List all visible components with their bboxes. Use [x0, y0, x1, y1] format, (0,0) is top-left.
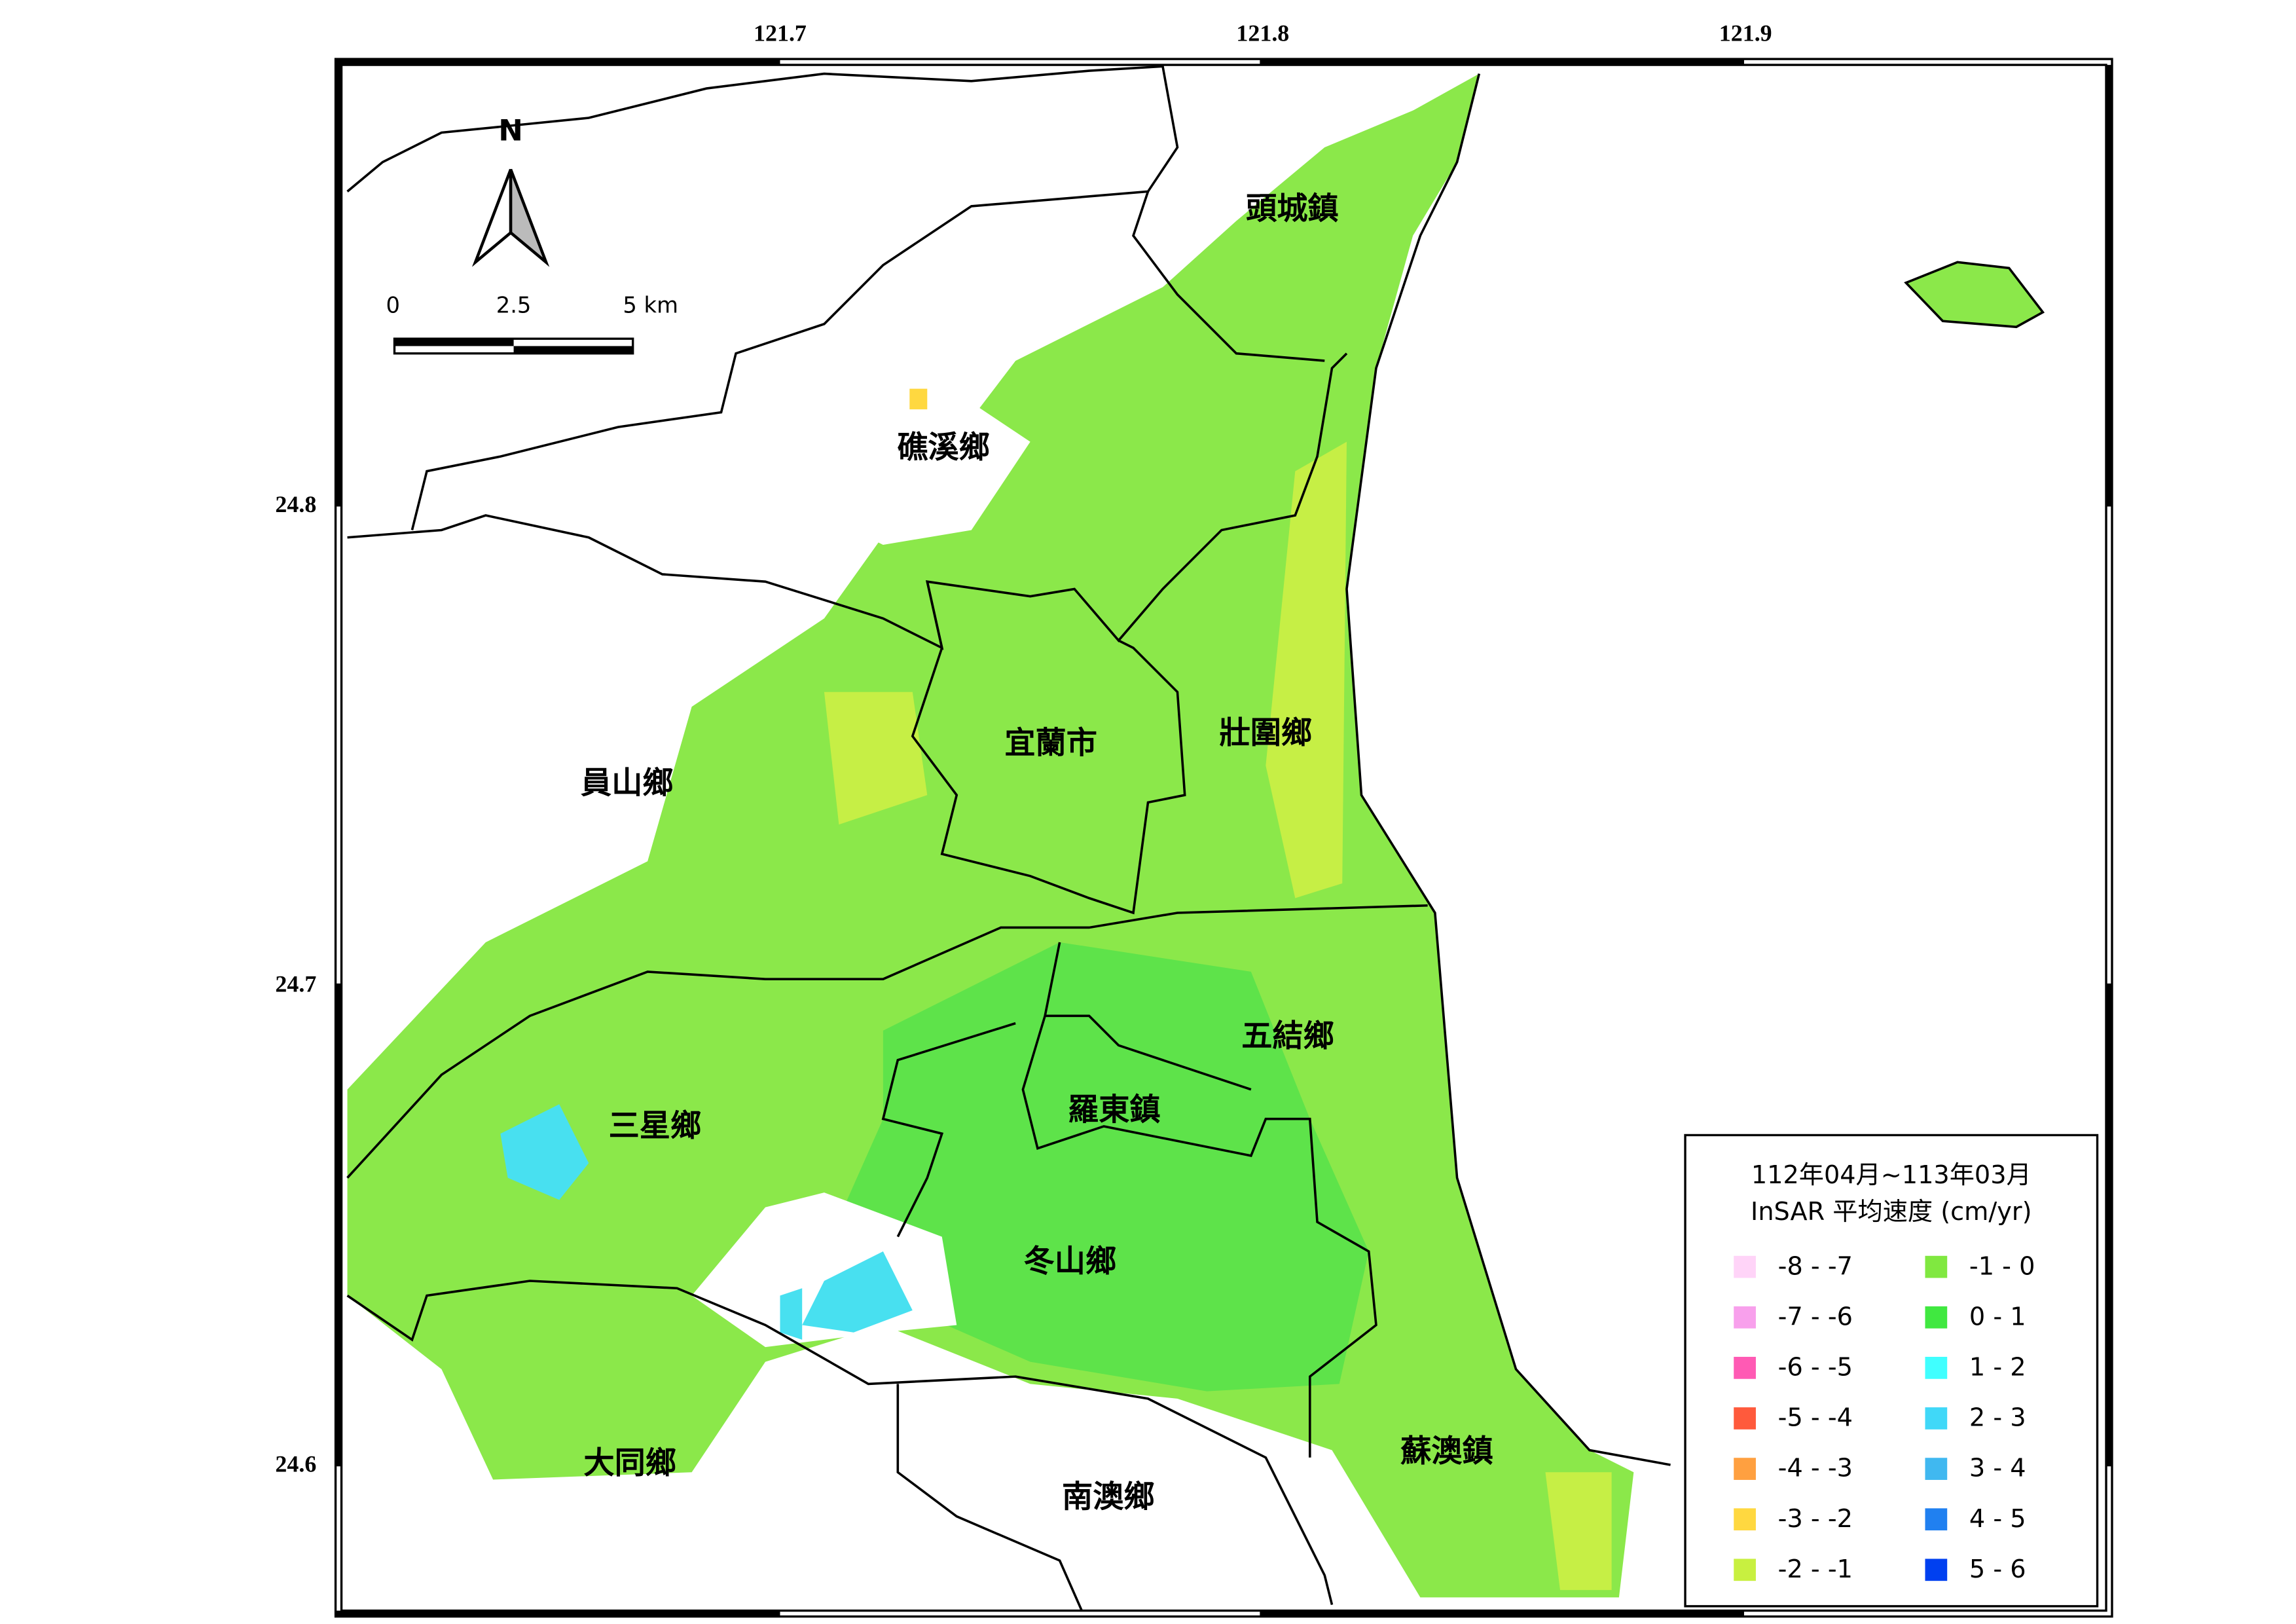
township-label: 大同鄉: [583, 1445, 676, 1481]
legend-swatch: [1734, 1407, 1756, 1430]
legend-swatch: [1925, 1407, 1948, 1430]
legend-label: 1 - 2: [1969, 1353, 2026, 1382]
township-label: 壯圍鄉: [1220, 715, 1313, 751]
legend-label: -5 - -4: [1778, 1404, 1853, 1433]
legend-title: InSAR 平均速度 (cm/yr): [1751, 1198, 2032, 1227]
legend-label: -2 - -1: [1778, 1555, 1853, 1584]
insar-coverage: [347, 73, 2043, 1598]
legend-title: 112年04月~113年03月: [1751, 1161, 2032, 1190]
township-label: 羅東鎮: [1068, 1092, 1161, 1128]
legend-swatch: [1925, 1458, 1948, 1480]
township-label: 冬山鄉: [1024, 1244, 1117, 1280]
legend-swatch: [1925, 1508, 1948, 1531]
legend-label: -8 - -7: [1778, 1252, 1853, 1281]
scale-bar: 0 2.5 5 km: [386, 292, 678, 355]
township-label: 頭城鎮: [1246, 191, 1339, 227]
north-label: N: [498, 113, 523, 148]
township-label: 三星鄉: [609, 1108, 702, 1144]
y-tick-label: 24.8: [275, 491, 316, 517]
legend-swatch: [1734, 1357, 1756, 1379]
legend-label: -6 - -5: [1778, 1353, 1853, 1382]
legend-swatch: [1925, 1255, 1948, 1278]
legend: 112年04月~113年03月 InSAR 平均速度 (cm/yr) -8 - …: [1684, 1134, 2099, 1608]
boundaries: [346, 65, 2045, 1612]
legend-label: -7 - -6: [1778, 1302, 1853, 1331]
legend-label: 0 - 1: [1969, 1302, 2026, 1331]
north-arrow: N: [471, 113, 550, 267]
legend-label: -4 - -3: [1778, 1454, 1853, 1483]
scale-label: 2.5: [496, 292, 532, 318]
y-tick-label: 24.6: [275, 1451, 316, 1477]
scale-label: 5 km: [623, 292, 678, 318]
township-label: 南澳鄉: [1062, 1479, 1155, 1515]
township-label: 礁溪鄉: [897, 430, 990, 466]
legend-swatch: [1925, 1306, 1948, 1329]
legend-label: -3 - -2: [1778, 1505, 1853, 1534]
legend-swatch: [1925, 1559, 1948, 1581]
legend-swatch: [1925, 1357, 1948, 1379]
township-label: 員山鄉: [581, 765, 674, 801]
scale-label: 0: [386, 292, 400, 318]
x-tick-label: 121.9: [1719, 20, 1772, 46]
frame: [334, 58, 2113, 1618]
x-tick-label: 121.8: [1236, 20, 1289, 46]
legend-swatch: [1734, 1559, 1756, 1581]
legend-swatch: [1734, 1306, 1756, 1329]
legend-label: -1 - 0: [1969, 1252, 2035, 1281]
legend-label: 4 - 5: [1969, 1505, 2026, 1534]
y-tick-label: 24.7: [275, 971, 316, 997]
legend-swatch: [1734, 1255, 1756, 1278]
township-label: 蘇澳鎮: [1400, 1433, 1493, 1469]
township-label: 宜蘭市: [1004, 726, 1097, 762]
legend-label: 5 - 6: [1969, 1555, 2026, 1584]
legend-swatch: [1734, 1458, 1756, 1480]
legend-label: 2 - 3: [1969, 1404, 2026, 1433]
x-tick-label: 121.7: [754, 20, 807, 46]
legend-label: 3 - 4: [1969, 1454, 2026, 1483]
legend-swatch: [1734, 1508, 1756, 1531]
township-label: 五結鄉: [1241, 1018, 1334, 1054]
